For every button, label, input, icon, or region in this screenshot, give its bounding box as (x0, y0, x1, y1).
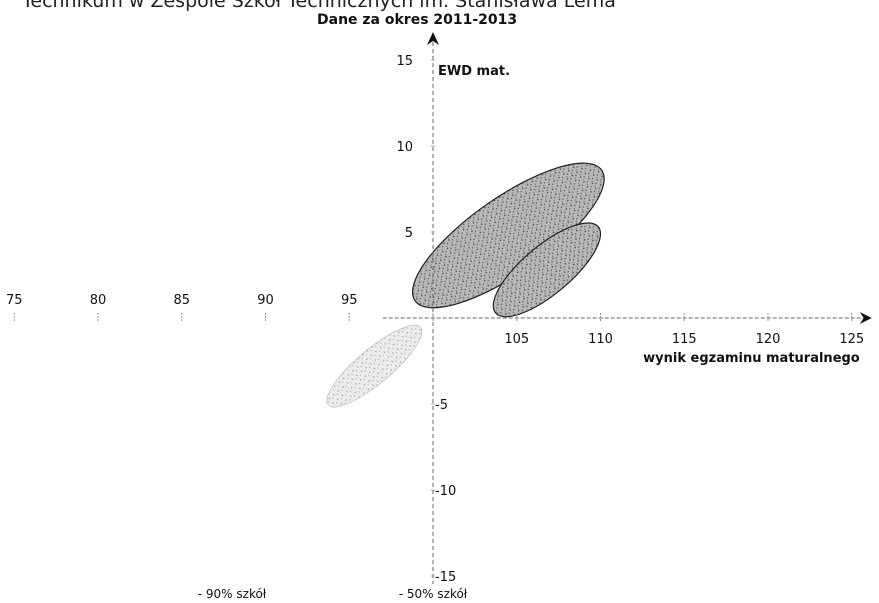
x-tick-label: 80 (90, 293, 107, 308)
page-title: Technikum w Zespole Szkół Technicznych i… (22, 0, 616, 12)
legend: - 90% szkół - 50% szkół (198, 587, 468, 601)
ellipse-3 (326, 324, 423, 408)
y-tick-label: -5 (435, 398, 448, 413)
y-tick-label: 5 (405, 226, 413, 241)
x-tick-label: 110 (588, 332, 613, 347)
y-tick-label: 10 (396, 140, 413, 155)
x-tick-label: 90 (257, 293, 274, 308)
x-tick-label: 120 (756, 332, 781, 347)
y-tick-label: 15 (396, 54, 413, 69)
x-tick-label: 105 (504, 332, 529, 347)
x-tick-label: 115 (672, 332, 697, 347)
legend-item: - 50% szkół (399, 587, 468, 601)
chart-subtitle: Dane za okres 2011-2013 (317, 12, 518, 28)
x-axis-arrow-icon (859, 312, 872, 324)
x-tick-label: 85 (173, 293, 190, 308)
ellipse-2 (492, 222, 602, 318)
axes (382, 32, 872, 584)
y-tick-label: -15 (435, 570, 456, 585)
y-axis-arrow-icon (427, 32, 439, 45)
x-tick-label: 125 (839, 332, 864, 347)
confidence-ellipses (326, 162, 605, 408)
y-ticks: 15 10 5 -5 -10 -15 (396, 54, 456, 585)
x-tick-label: 75 (6, 293, 23, 308)
legend-item: - 90% szkół (198, 587, 267, 601)
y-axis-label: EWD mat. (438, 64, 510, 79)
x-tick-label: 95 (341, 293, 358, 308)
x-ticks: 75 80 85 90 95 105 110 115 120 125 (6, 293, 864, 347)
y-tick-label: -10 (435, 484, 456, 499)
x-axis-label: wynik egzaminu maturalnego (643, 351, 860, 366)
